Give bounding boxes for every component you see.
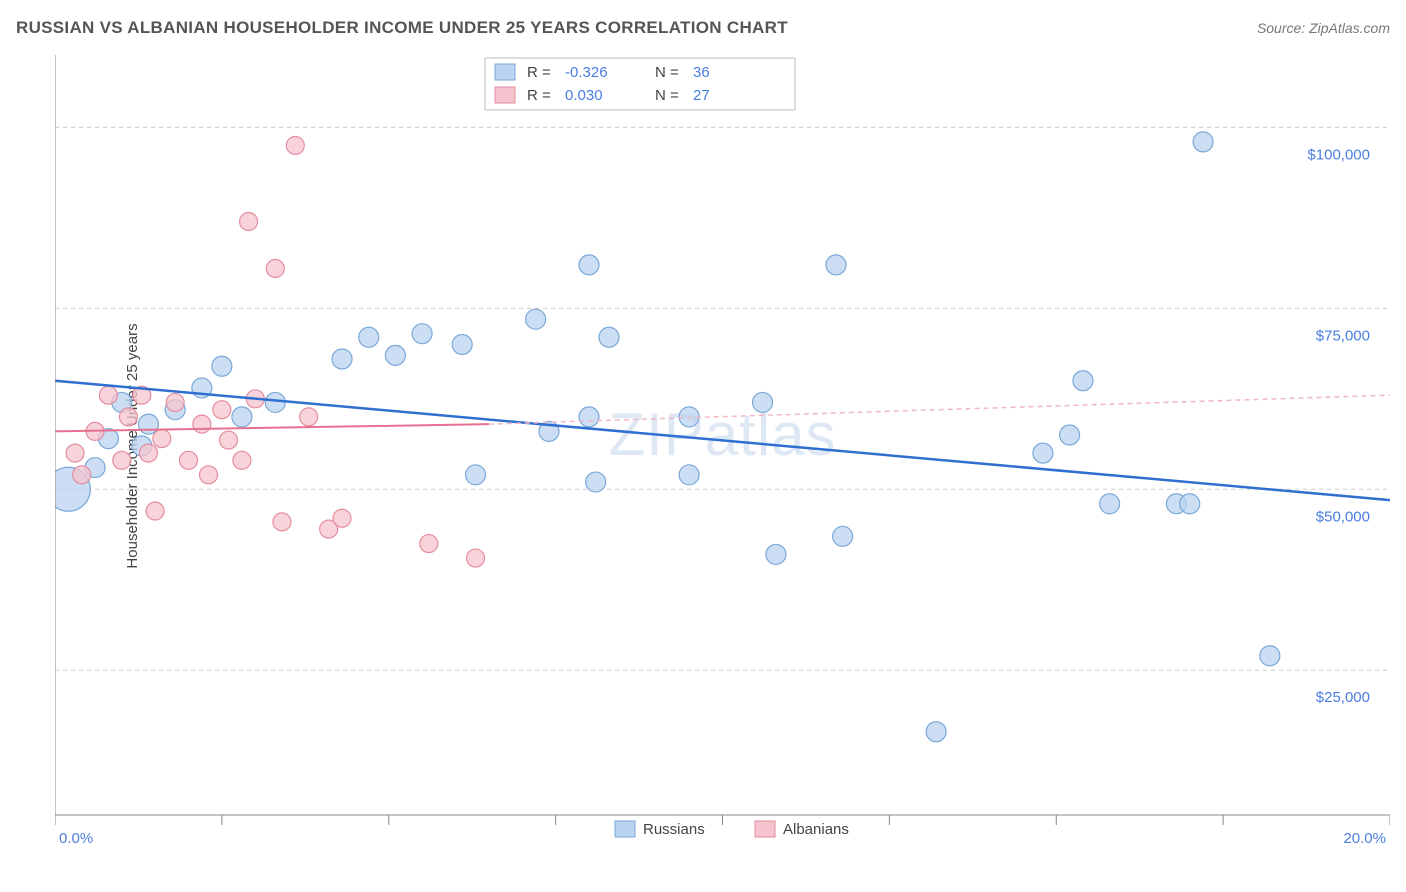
bottom-legend-label: Albanians bbox=[783, 821, 849, 838]
bottom-legend-swatch bbox=[755, 821, 775, 837]
data-point bbox=[526, 309, 546, 329]
data-point bbox=[452, 335, 472, 355]
data-point bbox=[833, 526, 853, 546]
data-point bbox=[200, 466, 218, 484]
legend-swatch bbox=[495, 64, 515, 80]
data-point bbox=[679, 465, 699, 485]
data-point bbox=[233, 451, 251, 469]
data-point bbox=[220, 431, 238, 449]
data-point bbox=[139, 444, 157, 462]
legend-r-value: -0.326 bbox=[565, 64, 608, 81]
data-point bbox=[166, 393, 184, 411]
trend-line-albanians-solid bbox=[55, 424, 489, 431]
data-point bbox=[1060, 425, 1080, 445]
data-point bbox=[213, 401, 231, 419]
data-point bbox=[300, 408, 318, 426]
ytick-label: $100,000 bbox=[1307, 146, 1370, 163]
data-point bbox=[1100, 494, 1120, 514]
scatter-plot: $25,000$50,000$75,000$100,000ZIPatlas0.0… bbox=[55, 55, 1390, 845]
legend-r-label: R = bbox=[527, 64, 551, 81]
data-point bbox=[286, 136, 304, 154]
chart-title: RUSSIAN VS ALBANIAN HOUSEHOLDER INCOME U… bbox=[16, 18, 788, 38]
legend-r-value: 0.030 bbox=[565, 87, 603, 104]
trend-line-russians bbox=[55, 381, 1390, 500]
legend-swatch bbox=[495, 87, 515, 103]
data-point bbox=[1180, 494, 1200, 514]
data-point bbox=[266, 260, 284, 278]
data-point bbox=[1033, 443, 1053, 463]
data-point bbox=[333, 509, 351, 527]
ytick-label: $25,000 bbox=[1316, 689, 1370, 706]
data-point bbox=[66, 444, 84, 462]
ytick-label: $75,000 bbox=[1316, 327, 1370, 344]
bottom-legend-label: Russians bbox=[643, 821, 705, 838]
bottom-legend-swatch bbox=[615, 821, 635, 837]
data-point bbox=[193, 415, 211, 433]
data-point bbox=[146, 502, 164, 520]
data-point bbox=[153, 430, 171, 448]
chart-source: Source: ZipAtlas.com bbox=[1257, 20, 1390, 36]
data-point bbox=[467, 549, 485, 567]
data-point bbox=[113, 451, 131, 469]
data-point bbox=[420, 535, 438, 553]
data-point bbox=[232, 407, 252, 427]
data-point bbox=[599, 327, 619, 347]
legend-r-label: R = bbox=[527, 87, 551, 104]
data-point bbox=[99, 386, 117, 404]
data-point bbox=[265, 392, 285, 412]
xaxis-label-right: 20.0% bbox=[1343, 830, 1386, 845]
data-point bbox=[385, 345, 405, 365]
data-point bbox=[753, 392, 773, 412]
data-point bbox=[273, 513, 291, 531]
data-point bbox=[212, 356, 232, 376]
data-point bbox=[1193, 132, 1213, 152]
chart-svg: $25,000$50,000$75,000$100,000ZIPatlas0.0… bbox=[55, 55, 1390, 845]
legend-n-value: 27 bbox=[693, 87, 710, 104]
data-point bbox=[579, 407, 599, 427]
ytick-label: $50,000 bbox=[1316, 508, 1370, 525]
data-point bbox=[240, 212, 258, 230]
legend-n-label: N = bbox=[655, 64, 679, 81]
data-point bbox=[359, 327, 379, 347]
chart-header: RUSSIAN VS ALBANIAN HOUSEHOLDER INCOME U… bbox=[16, 18, 1390, 38]
data-point bbox=[332, 349, 352, 369]
data-point bbox=[926, 722, 946, 742]
data-point bbox=[180, 451, 198, 469]
xaxis-label-left: 0.0% bbox=[59, 830, 93, 845]
data-point bbox=[579, 255, 599, 275]
data-point bbox=[119, 408, 137, 426]
data-point bbox=[766, 544, 786, 564]
data-point bbox=[73, 466, 91, 484]
legend-n-value: 36 bbox=[693, 64, 710, 81]
data-point bbox=[466, 465, 486, 485]
data-point bbox=[1260, 646, 1280, 666]
data-point bbox=[586, 472, 606, 492]
data-point bbox=[138, 414, 158, 434]
data-point bbox=[412, 324, 432, 344]
data-point bbox=[826, 255, 846, 275]
legend-n-label: N = bbox=[655, 87, 679, 104]
data-point bbox=[1073, 371, 1093, 391]
